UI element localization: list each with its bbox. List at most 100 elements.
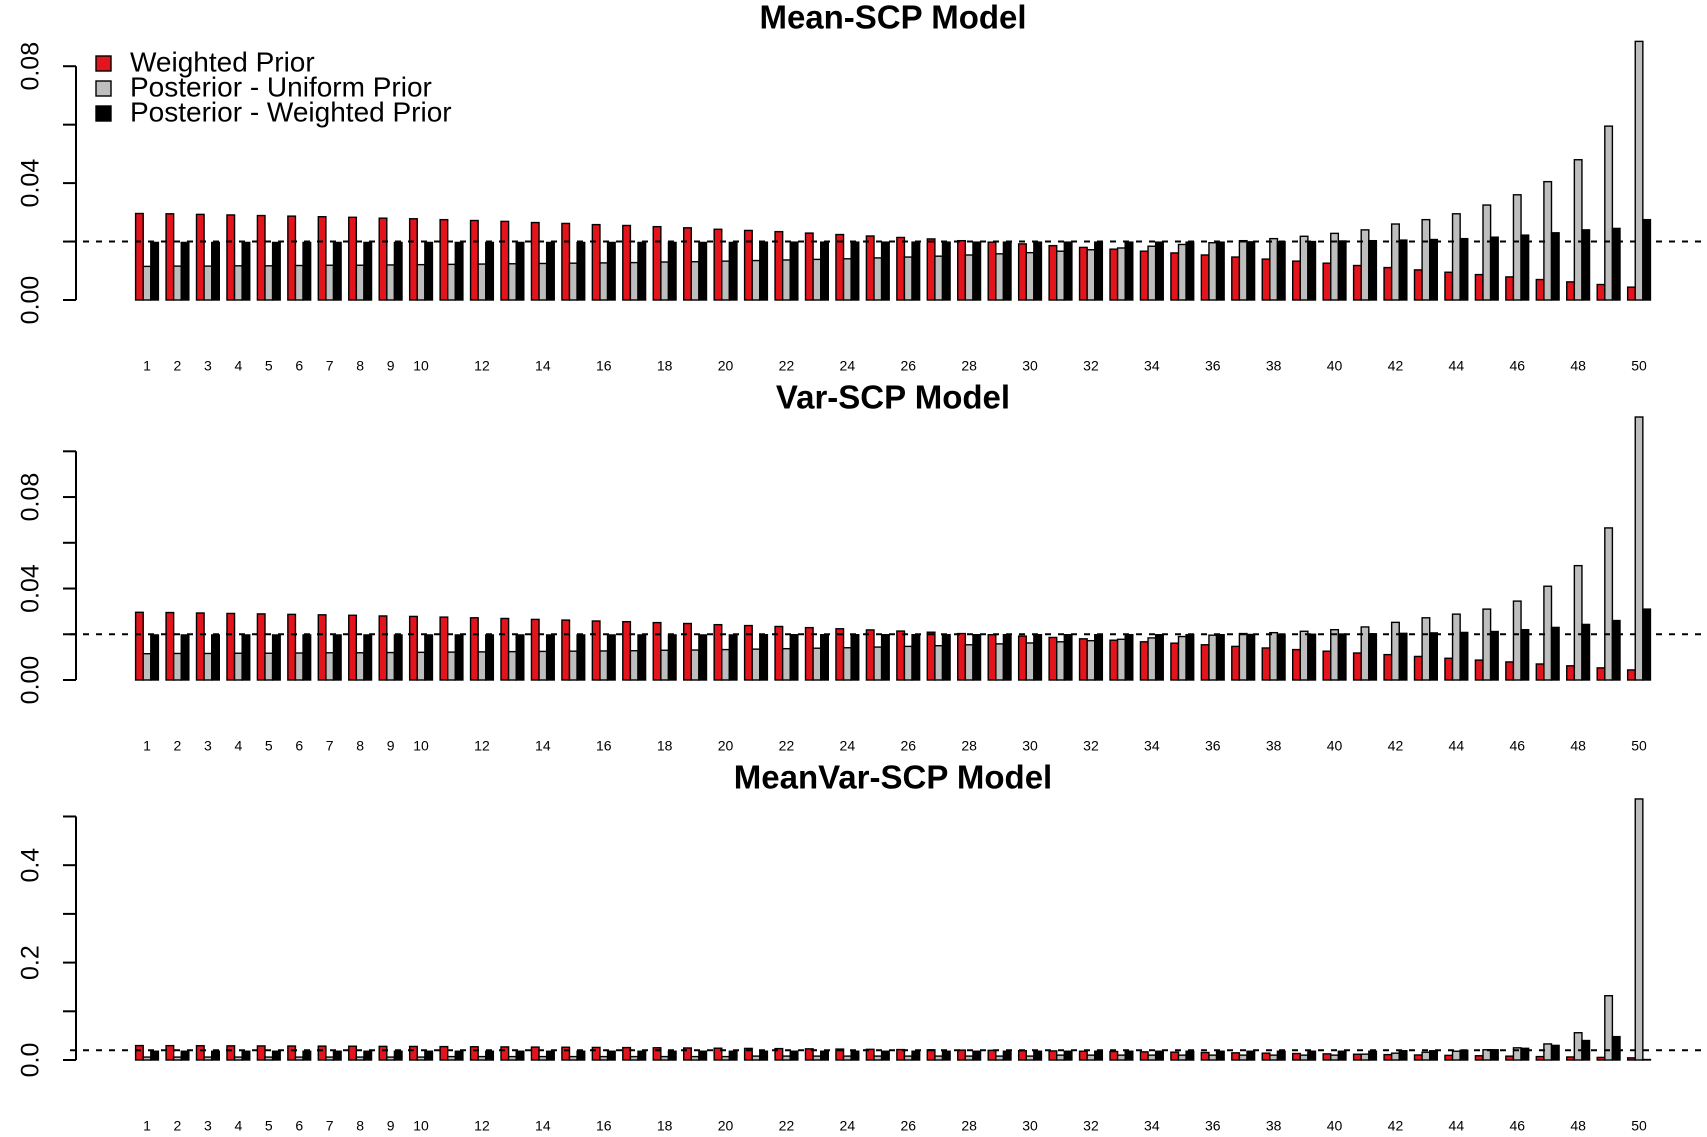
bar — [469, 1046, 479, 1061]
bar — [1611, 619, 1621, 681]
bar — [1177, 1054, 1187, 1061]
bar — [1444, 657, 1454, 681]
bar — [1063, 1050, 1073, 1061]
bar — [1398, 239, 1408, 301]
bar — [203, 1056, 213, 1061]
bar — [165, 213, 175, 301]
x-tick-label: 12 — [474, 1118, 490, 1134]
bar — [683, 622, 693, 681]
bar — [1002, 634, 1012, 681]
x-tick-label: 1 — [143, 1118, 151, 1134]
bar — [1512, 600, 1522, 681]
x-tick-label: 36 — [1205, 738, 1221, 754]
bar — [287, 1045, 297, 1061]
bar — [576, 241, 586, 301]
bar — [1604, 125, 1614, 301]
bar — [355, 652, 365, 681]
bar — [728, 1050, 738, 1061]
bar — [134, 212, 144, 301]
bar — [1626, 1057, 1636, 1061]
bar — [812, 258, 822, 301]
x-tick-label: 46 — [1509, 738, 1525, 754]
x-tick-label: 14 — [535, 738, 551, 754]
bar — [591, 1046, 601, 1061]
bar — [485, 634, 495, 681]
bar — [1413, 1054, 1423, 1061]
x-tick-label: 9 — [387, 1118, 395, 1134]
chart-title: Var-SCP Model — [776, 379, 1010, 416]
bar — [1566, 281, 1576, 301]
bar — [134, 611, 144, 681]
bar — [172, 1056, 182, 1061]
bar — [911, 1050, 921, 1061]
x-tick-label: 44 — [1449, 358, 1465, 374]
bar — [530, 221, 540, 301]
bar — [180, 1050, 190, 1061]
bar — [743, 1047, 753, 1061]
bar — [850, 1050, 860, 1061]
x-tick-label: 26 — [900, 358, 916, 374]
bar — [545, 241, 555, 301]
bar — [1307, 1050, 1317, 1061]
bar — [629, 261, 639, 301]
x-tick-label: 18 — [657, 1118, 673, 1134]
x-tick-label: 34 — [1144, 738, 1160, 754]
x-tick-label: 5 — [265, 358, 273, 374]
x-tick-label: 4 — [234, 1118, 242, 1134]
bar — [1451, 213, 1461, 301]
bar — [1390, 621, 1400, 681]
bar — [1611, 1035, 1621, 1061]
bar — [1505, 661, 1515, 681]
bar — [599, 650, 609, 681]
bar — [660, 649, 670, 681]
bar — [1352, 652, 1362, 681]
bar — [203, 652, 213, 681]
bar — [454, 634, 464, 681]
bar — [1520, 1047, 1530, 1061]
bar — [713, 228, 723, 301]
bar — [1299, 1054, 1309, 1061]
bar — [690, 649, 700, 681]
bar — [1291, 1052, 1301, 1061]
x-tick-label: 30 — [1022, 358, 1038, 374]
bar — [507, 1055, 517, 1061]
bar — [1360, 1053, 1370, 1061]
y-tick-label: 0.00 — [17, 656, 45, 705]
x-tick-label: 1 — [143, 358, 151, 374]
bar — [1368, 1050, 1378, 1061]
bar — [408, 1045, 418, 1061]
bar — [873, 257, 883, 301]
bar — [1048, 244, 1058, 301]
bar — [987, 1049, 997, 1061]
bar — [469, 617, 479, 681]
bar — [1482, 204, 1492, 301]
bar — [576, 1050, 586, 1061]
x-tick-label: 22 — [779, 1118, 795, 1134]
bar — [1642, 218, 1652, 301]
bar — [941, 634, 951, 681]
bar — [835, 1048, 845, 1061]
bar — [287, 613, 297, 681]
bar — [873, 1055, 883, 1061]
bar — [302, 634, 312, 681]
bar — [957, 1049, 967, 1061]
bar — [835, 628, 845, 681]
bar — [1322, 262, 1332, 301]
bar — [355, 1056, 365, 1061]
bar — [941, 241, 951, 301]
x-tick-label: 28 — [961, 358, 977, 374]
bar — [995, 643, 1005, 681]
bar — [652, 225, 662, 301]
bar — [1086, 639, 1096, 681]
bar — [538, 1055, 548, 1061]
bar — [241, 241, 251, 301]
bar — [804, 232, 814, 301]
bar — [1269, 631, 1279, 681]
bar — [393, 634, 403, 681]
bar — [1078, 246, 1088, 301]
bar — [781, 259, 791, 301]
bar — [226, 1045, 236, 1061]
bar — [683, 1047, 693, 1061]
bar — [1109, 248, 1119, 301]
bar — [781, 1055, 791, 1061]
